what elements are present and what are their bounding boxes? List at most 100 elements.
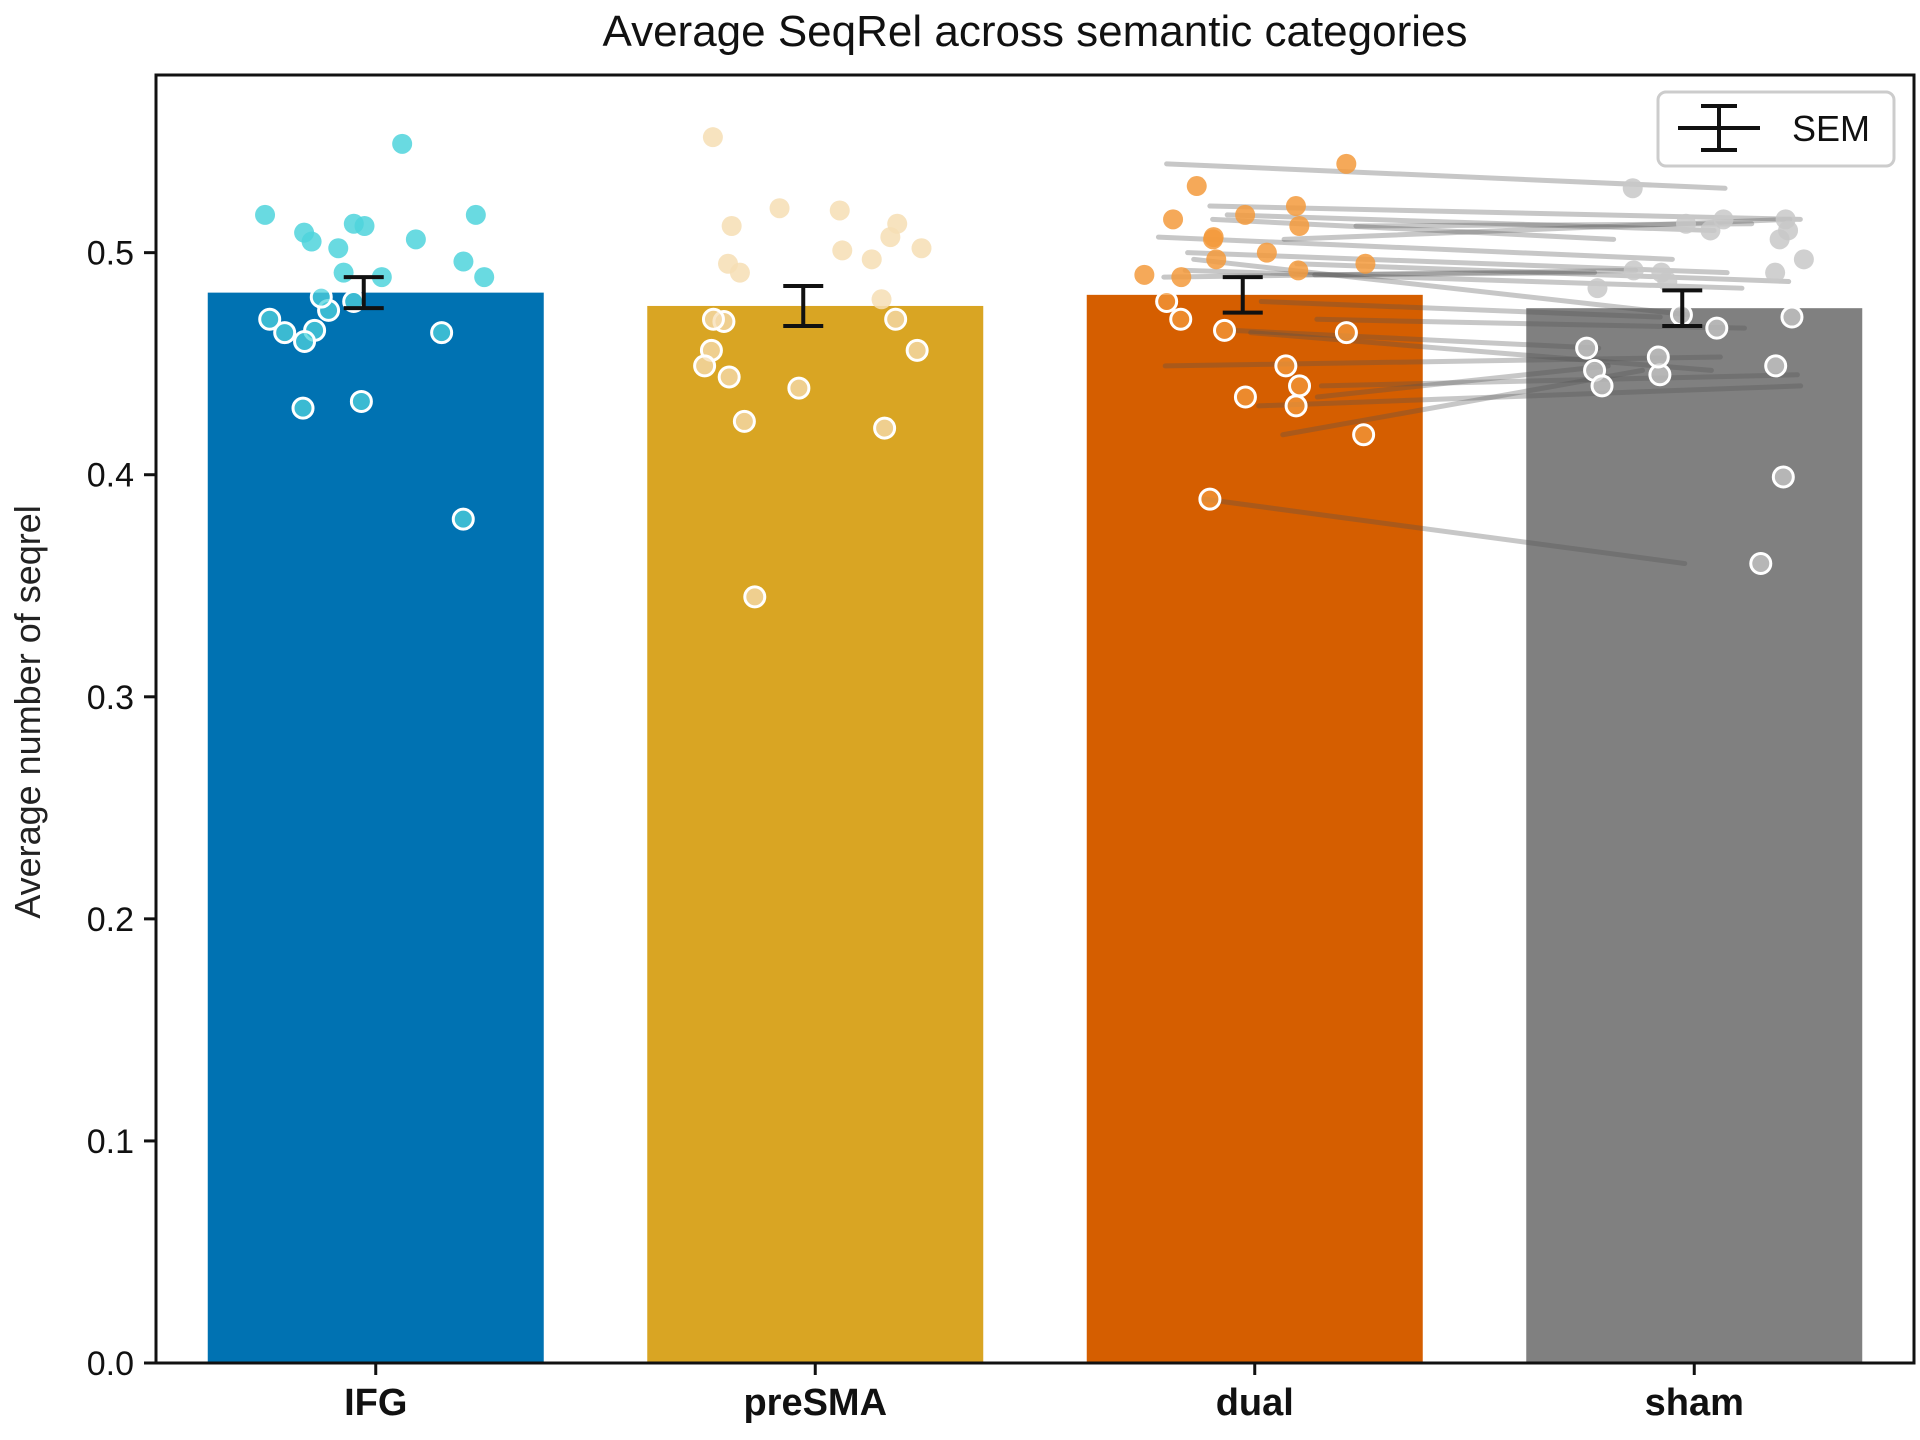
data-point	[1203, 227, 1224, 248]
data-point	[405, 229, 426, 250]
paired-line	[1256, 383, 1804, 409]
data-point	[1769, 229, 1790, 250]
data-point	[1256, 242, 1277, 263]
data-point	[1289, 216, 1310, 237]
x-tick-label: sham	[1645, 1382, 1744, 1424]
data-point	[1235, 204, 1256, 225]
paired-line	[1155, 234, 1675, 262]
paired-line	[1294, 261, 1792, 285]
paired-line	[1314, 363, 1611, 400]
data-point	[273, 321, 297, 345]
x-tick-label: IFG	[344, 1382, 407, 1424]
data-point	[1352, 423, 1376, 447]
data-point	[769, 198, 790, 219]
data-point	[451, 507, 475, 531]
paired-line	[1280, 367, 1646, 438]
data-point	[732, 409, 756, 433]
data-point	[743, 585, 767, 609]
data-point	[873, 416, 897, 440]
data-point	[453, 251, 474, 272]
data-point	[1622, 178, 1643, 199]
data-point	[861, 249, 882, 270]
y-tick-label: 0.0	[87, 1345, 134, 1383]
data-point	[1336, 153, 1357, 174]
paired-line	[1162, 354, 1723, 369]
data-point	[1765, 262, 1786, 283]
data-point	[1675, 213, 1696, 234]
data-point	[1646, 345, 1670, 369]
data-point	[1171, 267, 1192, 288]
data-point	[1705, 316, 1729, 340]
data-point	[1713, 209, 1734, 230]
data-point	[293, 329, 317, 353]
bar-dual	[1086, 294, 1423, 1363]
data-point	[1213, 318, 1237, 342]
y-tick-label: 0.3	[87, 679, 134, 717]
paired-line	[1182, 267, 1745, 291]
data-point	[1285, 196, 1306, 217]
chart-title: Average SeqRel across semantic categorie…	[603, 7, 1468, 56]
data-point	[258, 307, 282, 331]
data-point	[1575, 336, 1599, 360]
paired-line	[1258, 299, 1663, 320]
data-point	[718, 253, 739, 274]
data-point	[1587, 278, 1608, 299]
data-point	[1771, 465, 1795, 489]
data-point	[1700, 220, 1721, 241]
paired-line	[1207, 203, 1803, 222]
data-point	[702, 127, 723, 148]
bar-preSMA	[647, 305, 984, 1364]
data-point	[1186, 176, 1207, 197]
data-point	[787, 376, 811, 400]
data-point	[465, 204, 486, 225]
data-point	[349, 389, 373, 413]
data-point	[1651, 262, 1672, 283]
x-tick-label: dual	[1216, 1382, 1294, 1424]
data-point	[1155, 290, 1179, 314]
data-point	[1288, 260, 1309, 281]
data-point	[693, 354, 717, 378]
data-point	[1623, 260, 1644, 281]
data-point	[1749, 552, 1773, 576]
data-point	[717, 365, 741, 389]
data-point	[1163, 209, 1184, 230]
y-tick-label: 0.5	[87, 235, 134, 273]
data-point	[911, 238, 932, 259]
x-tick-label: preSMA	[743, 1382, 887, 1424]
bar-sham	[1526, 308, 1863, 1364]
data-point	[1590, 374, 1614, 398]
data-point	[1288, 374, 1312, 398]
data-point	[1206, 249, 1227, 270]
data-point	[392, 133, 413, 154]
data-point	[1780, 305, 1804, 329]
bar-IFG	[207, 292, 544, 1364]
data-point	[430, 321, 454, 345]
y-axis-label: Average number of seqrel	[7, 505, 48, 919]
data-point	[721, 216, 742, 237]
paired-line	[1248, 330, 1714, 373]
data-point	[291, 396, 315, 420]
paired-line	[1318, 372, 1800, 389]
data-point	[333, 262, 354, 283]
paired-line	[1312, 270, 1598, 278]
data-point	[1764, 354, 1788, 378]
data-point	[1793, 249, 1814, 270]
legend-label: SEM	[1792, 108, 1870, 149]
data-point	[255, 204, 276, 225]
data-point	[871, 289, 892, 310]
data-point	[701, 307, 725, 331]
paired-line	[1224, 212, 1717, 233]
data-point	[1134, 264, 1155, 285]
data-point	[829, 200, 850, 221]
data-point	[309, 285, 333, 309]
data-point	[1775, 209, 1796, 230]
paired-line	[1191, 256, 1691, 318]
plot-frame	[154, 73, 1916, 1365]
data-point	[1355, 253, 1376, 274]
paired-line	[1230, 327, 1602, 351]
data-point	[1233, 385, 1257, 409]
data-point	[1274, 354, 1298, 378]
data-point	[1284, 394, 1308, 418]
data-point	[294, 222, 315, 243]
